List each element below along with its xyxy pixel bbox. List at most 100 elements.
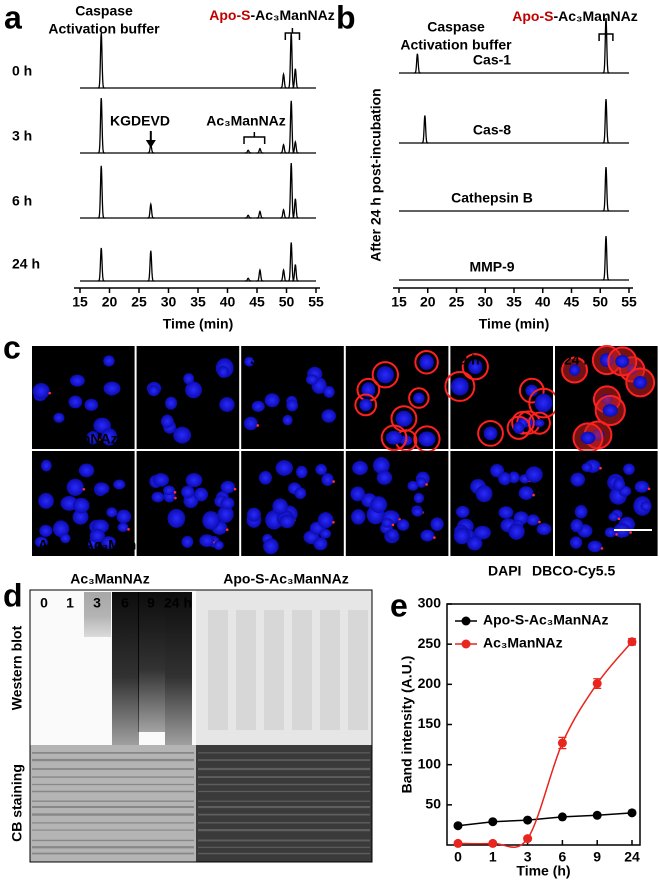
red-speck	[233, 487, 237, 491]
lane-label: 24 h	[164, 595, 192, 611]
x-tick-label: 15	[391, 294, 407, 310]
peak	[602, 98, 610, 144]
nucleus	[38, 492, 54, 509]
time-label: 24 h	[564, 352, 592, 368]
data-point	[592, 810, 602, 820]
x-axis-title: Time (min)	[479, 316, 550, 332]
nucleus	[525, 384, 539, 397]
x-tick-label: 24	[624, 849, 640, 865]
nucleus	[78, 463, 95, 478]
nucleus	[32, 382, 50, 400]
peak	[256, 210, 264, 219]
nucleus	[376, 366, 394, 384]
nucleus	[34, 536, 48, 548]
peak	[413, 53, 421, 74]
x-tick-label: 55	[308, 294, 324, 310]
product-label-part: Apo-S	[512, 8, 553, 24]
x-tick-label: 6	[559, 849, 567, 865]
nucleus	[66, 478, 84, 496]
x-tick-label: 55	[621, 294, 637, 310]
micrograph	[345, 346, 449, 453]
nucleus	[72, 509, 89, 525]
x-tick-label: 25	[131, 294, 147, 310]
data-point	[453, 838, 463, 848]
blot-smear	[208, 610, 228, 730]
nucleus	[475, 485, 493, 503]
nucleus	[282, 414, 293, 426]
nucleus	[213, 540, 224, 550]
nucleus	[352, 460, 368, 476]
membrane-stain	[408, 387, 430, 409]
trace-label: Cas-8	[473, 122, 511, 138]
nucleus	[181, 535, 194, 548]
peak	[256, 268, 264, 282]
nucleus	[173, 426, 192, 444]
nucleus	[468, 359, 483, 375]
blot-smear	[348, 610, 368, 730]
blot-smear	[320, 610, 340, 730]
x-tick-label: 35	[190, 294, 206, 310]
nucleus	[453, 527, 471, 545]
nucleus	[420, 529, 435, 542]
nucleus	[640, 501, 652, 512]
nucleus	[202, 511, 220, 530]
product-label-part: Apo-S	[209, 7, 250, 23]
nucleus	[455, 505, 470, 518]
nucleus	[430, 517, 444, 531]
x-tick-label: 45	[249, 294, 265, 310]
nucleus	[220, 497, 235, 510]
red-speck	[127, 528, 130, 531]
nucleus	[243, 416, 258, 431]
nucleus	[570, 472, 586, 487]
product-label: Apo-S-Ac₃ManNAz	[512, 8, 637, 24]
nucleus	[508, 523, 525, 540]
nucleus	[317, 512, 334, 529]
nucleus	[148, 385, 160, 397]
channel-label: DBCO-Cy5.5	[532, 563, 615, 579]
nucleus	[376, 470, 393, 485]
product-label-part: -Ac₃ManNAz	[553, 8, 637, 24]
trace-label: Cathepsin B	[451, 190, 533, 206]
trace-label: 0 h	[12, 63, 32, 79]
peak	[280, 71, 288, 89]
peak	[602, 235, 610, 281]
peak	[291, 198, 299, 219]
time-label: 0 h	[41, 352, 61, 368]
nucleus	[534, 419, 545, 428]
y-tick-label: 100	[418, 755, 442, 771]
peak	[147, 250, 155, 282]
nucleus	[581, 462, 593, 472]
red-speck	[532, 493, 535, 497]
time-label: 9 h	[459, 352, 479, 368]
nucleus	[183, 373, 195, 385]
red-speck	[391, 523, 395, 527]
panel-label: a	[4, 0, 22, 35]
bracket	[243, 132, 266, 144]
blot-smear	[264, 610, 284, 730]
nucleus	[508, 471, 520, 484]
nucleus	[94, 482, 110, 495]
micrograph	[32, 451, 135, 556]
nucleus	[498, 506, 514, 519]
data-point	[488, 817, 498, 827]
nucleus	[321, 409, 336, 423]
y-axis-title: After 24 h post-incubation	[368, 88, 384, 261]
legend-label: Ac₃ManNAz	[483, 635, 563, 651]
nucleus	[574, 505, 588, 519]
trace-label: MMP-9	[469, 259, 514, 275]
red-speck	[332, 480, 335, 483]
nucleus	[219, 397, 235, 412]
blot-smear	[236, 610, 256, 730]
nucleus	[359, 398, 373, 412]
nucleus	[103, 381, 121, 396]
blot-smear	[165, 592, 192, 747]
nucleus	[40, 459, 52, 472]
micrograph	[136, 346, 240, 449]
y-tick-label: 50	[425, 796, 441, 812]
red-speck	[332, 520, 335, 524]
membrane-stain	[444, 371, 476, 402]
lane-label: 0	[40, 595, 48, 611]
lane-label: 9	[147, 595, 155, 611]
y-tick-label: 200	[418, 675, 442, 691]
